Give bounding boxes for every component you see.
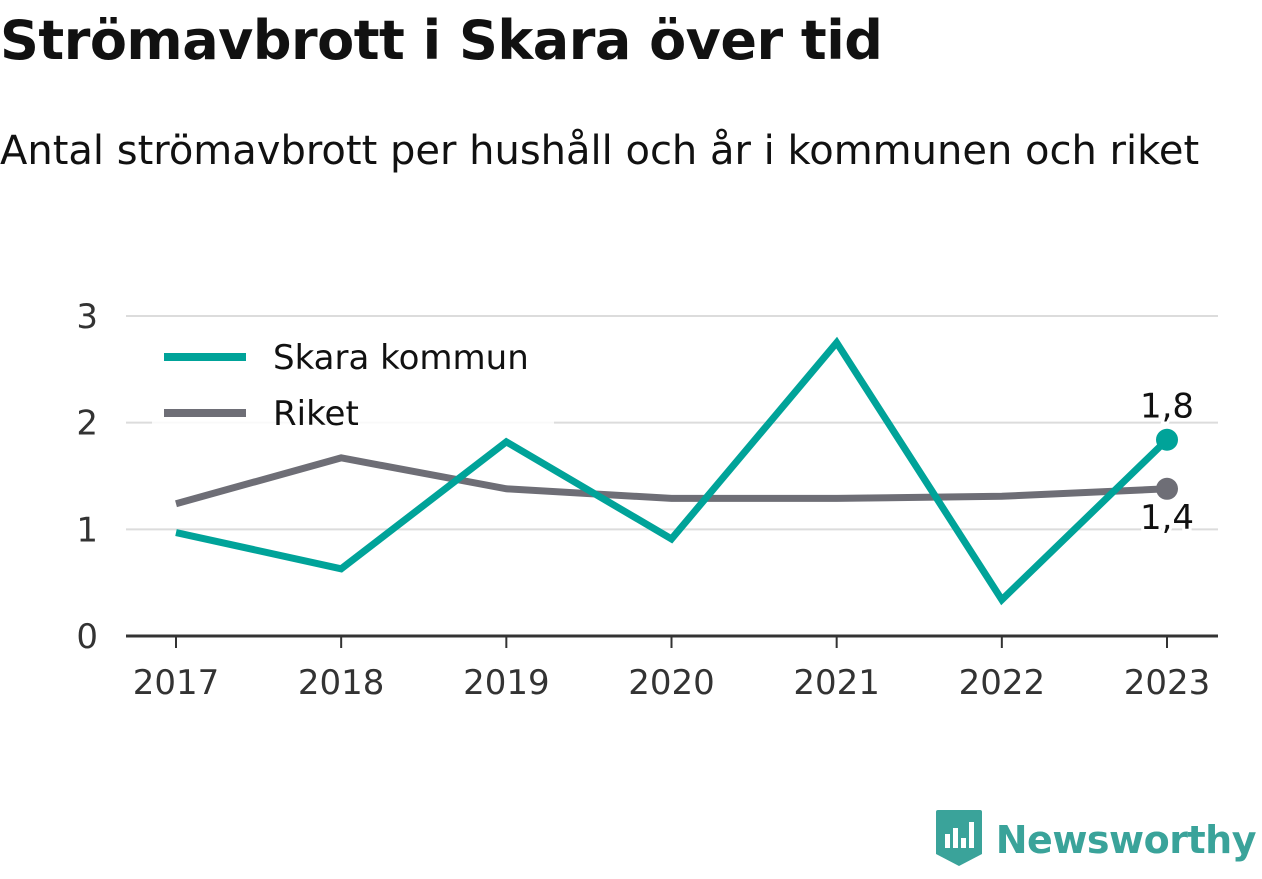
series-lines	[175, 336, 1170, 606]
x-tick-label: 2020	[628, 663, 715, 703]
line-chart: 0 1 2 3 2017 2018 2019 2020 2021 2022 2023 Skara …	[76, 297, 1218, 703]
x-tick-label: 2022	[959, 663, 1046, 703]
y-tick-label: 3	[76, 297, 98, 337]
y-axis-ticks: 0 1 2 3	[76, 297, 98, 657]
end-marker	[1156, 477, 1178, 500]
x-tick-label: 2017	[133, 663, 220, 703]
x-tick-label: 2019	[463, 663, 550, 703]
end-marker	[1156, 428, 1178, 451]
series-line	[175, 454, 1168, 508]
y-tick-label: 1	[76, 510, 98, 550]
x-axis: 2017 2018 2019 2020 2021 2022 2023	[126, 634, 1218, 703]
y-tick-label: 0	[76, 617, 98, 657]
legend-label: Skara kommun	[273, 338, 529, 378]
chart-subtitle: Antal strömavbrott per hushåll och år i …	[0, 128, 1200, 174]
newsworthy-brand: Newsworthy	[934, 805, 1257, 875]
series-line	[175, 336, 1170, 606]
end-value-label: 1,4	[1140, 498, 1194, 538]
y-tick-label: 2	[76, 404, 98, 444]
x-tick-label: 2021	[793, 663, 880, 703]
legend: Skara kommun Riket	[152, 330, 554, 434]
x-tick-label: 2023	[1124, 663, 1211, 703]
legend-label: Riket	[273, 394, 359, 434]
chart-title: Strömavbrott i Skara över tid	[0, 9, 883, 72]
newsworthy-logo-icon	[934, 808, 984, 872]
end-labels: 1,8 1,4	[1137, 384, 1197, 541]
brand-name: Newsworthy	[995, 818, 1257, 862]
end-value-label: 1,8	[1140, 387, 1194, 427]
x-tick-label: 2018	[298, 663, 385, 703]
